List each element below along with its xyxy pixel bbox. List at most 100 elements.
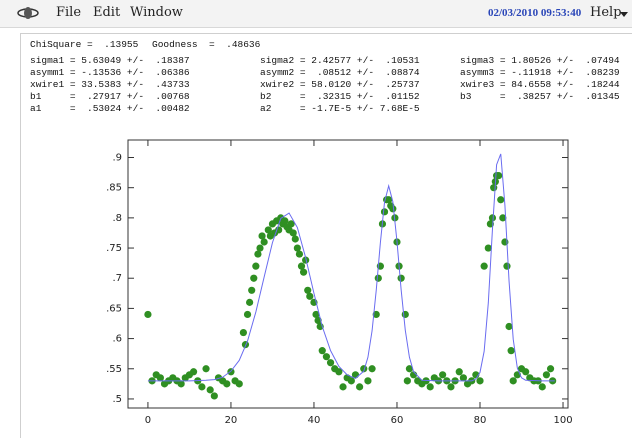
fit-parameter: sigma2 = 2.42577 +/- .10531 <box>260 55 420 66</box>
data-point <box>389 205 397 213</box>
data-point <box>486 220 494 228</box>
data-point <box>497 196 505 204</box>
data-point <box>538 383 546 391</box>
data-point <box>156 374 164 382</box>
app-icon <box>17 7 39 19</box>
data-point <box>312 310 320 319</box>
data-point <box>260 238 268 246</box>
fit-parameter: asymm2 = .08512 +/- .08874 <box>260 67 420 78</box>
data-point <box>509 377 517 385</box>
data-point <box>210 392 218 400</box>
fit-parameter: asymm1 = -.13536 +/- .06386 <box>30 67 190 78</box>
data-point <box>189 368 198 376</box>
fit-parameter: b3 = .38257 +/- .01345 <box>460 91 620 102</box>
data-point <box>235 380 243 388</box>
data-point <box>291 235 299 243</box>
data-point <box>202 365 210 373</box>
goodness: Goodness = .48636 <box>152 39 261 50</box>
data-point <box>254 250 262 258</box>
data-point <box>258 232 266 240</box>
data-point <box>144 310 152 319</box>
fit-parameter: a2 = -1.7E-5 +/- 7.68E-5 <box>260 103 420 114</box>
data-point <box>480 262 488 270</box>
data-point <box>306 292 314 300</box>
data-point <box>507 347 515 355</box>
data-point <box>275 226 283 234</box>
fit-line <box>147 153 555 382</box>
data-point <box>476 377 484 385</box>
chisquare: ChiSquare = .13955 <box>30 39 139 50</box>
data-point <box>426 383 434 391</box>
dropdown-arrow[interactable] <box>619 0 629 27</box>
data-point <box>339 383 347 391</box>
data-point <box>499 214 507 222</box>
data-point <box>488 214 497 222</box>
fit-parameter: b1 = .27917 +/- .00768 <box>30 91 190 102</box>
x-tick-label: 100 <box>553 415 572 426</box>
x-tick-label: 60 <box>391 415 404 426</box>
data-point <box>459 374 467 382</box>
data-point <box>295 250 304 258</box>
y-tick-label: .7 <box>112 273 122 284</box>
help-menu[interactable]: Help <box>590 5 622 20</box>
data-point <box>542 371 551 379</box>
fit-parameter: xwire1 = 33.5383 +/- .43733 <box>30 79 190 90</box>
data-point <box>505 322 513 331</box>
data-point <box>264 226 272 234</box>
y-tick-label: .8 <box>112 213 122 224</box>
data-point <box>335 368 343 376</box>
data-point <box>252 262 260 270</box>
menu-item[interactable]: Window <box>130 5 183 20</box>
fit-parameter: a1 = .53024 +/- .00482 <box>30 103 190 114</box>
data-point <box>385 196 393 204</box>
data-point <box>495 172 503 180</box>
fit-parameter: b2 = .32315 +/- .01152 <box>260 91 420 102</box>
data-point <box>356 383 364 391</box>
data-point <box>439 371 447 379</box>
data-point <box>246 298 254 306</box>
data-point <box>397 274 405 282</box>
data-point <box>503 262 511 270</box>
data-point <box>206 386 214 394</box>
data-point <box>326 359 335 367</box>
y-tick-label: .65 <box>106 303 122 314</box>
y-tick-label: .6 <box>112 334 122 345</box>
data-point <box>318 347 326 355</box>
data-point <box>347 377 355 385</box>
data-point <box>223 380 231 388</box>
menu-item[interactable]: Edit <box>93 5 121 20</box>
data-point <box>405 365 414 373</box>
x-tick-label: 0 <box>145 415 151 426</box>
data-point <box>289 229 297 237</box>
data-point <box>304 286 312 294</box>
data-point <box>360 365 368 373</box>
y-tick-label: .85 <box>106 183 122 194</box>
data-point <box>322 353 331 361</box>
menu-item[interactable]: File <box>56 5 82 20</box>
data-point <box>198 383 206 391</box>
data-point <box>302 256 310 264</box>
data-point <box>368 365 376 373</box>
data-point <box>299 268 308 276</box>
data-point <box>403 377 411 385</box>
data-point <box>490 184 498 192</box>
x-tick-label: 80 <box>474 415 487 426</box>
data-point <box>364 377 372 385</box>
data-point <box>177 380 185 388</box>
fit-parameter: asymm3 = -.11918 +/- .08239 <box>460 67 620 78</box>
y-tick-label: .55 <box>106 364 122 375</box>
data-point <box>447 383 455 391</box>
data-point <box>380 208 389 216</box>
data-point <box>374 274 382 282</box>
data-point <box>250 274 258 282</box>
data-point <box>522 368 530 376</box>
y-tick-label: .5 <box>112 394 122 405</box>
data-point <box>239 328 247 337</box>
y-tick-label: .9 <box>112 153 122 164</box>
fit-parameter: sigma1 = 5.63049 +/- .18387 <box>30 55 190 66</box>
data-point <box>297 262 306 270</box>
x-tick-label: 40 <box>308 415 321 426</box>
data-point <box>455 368 463 376</box>
data-point <box>281 217 289 225</box>
